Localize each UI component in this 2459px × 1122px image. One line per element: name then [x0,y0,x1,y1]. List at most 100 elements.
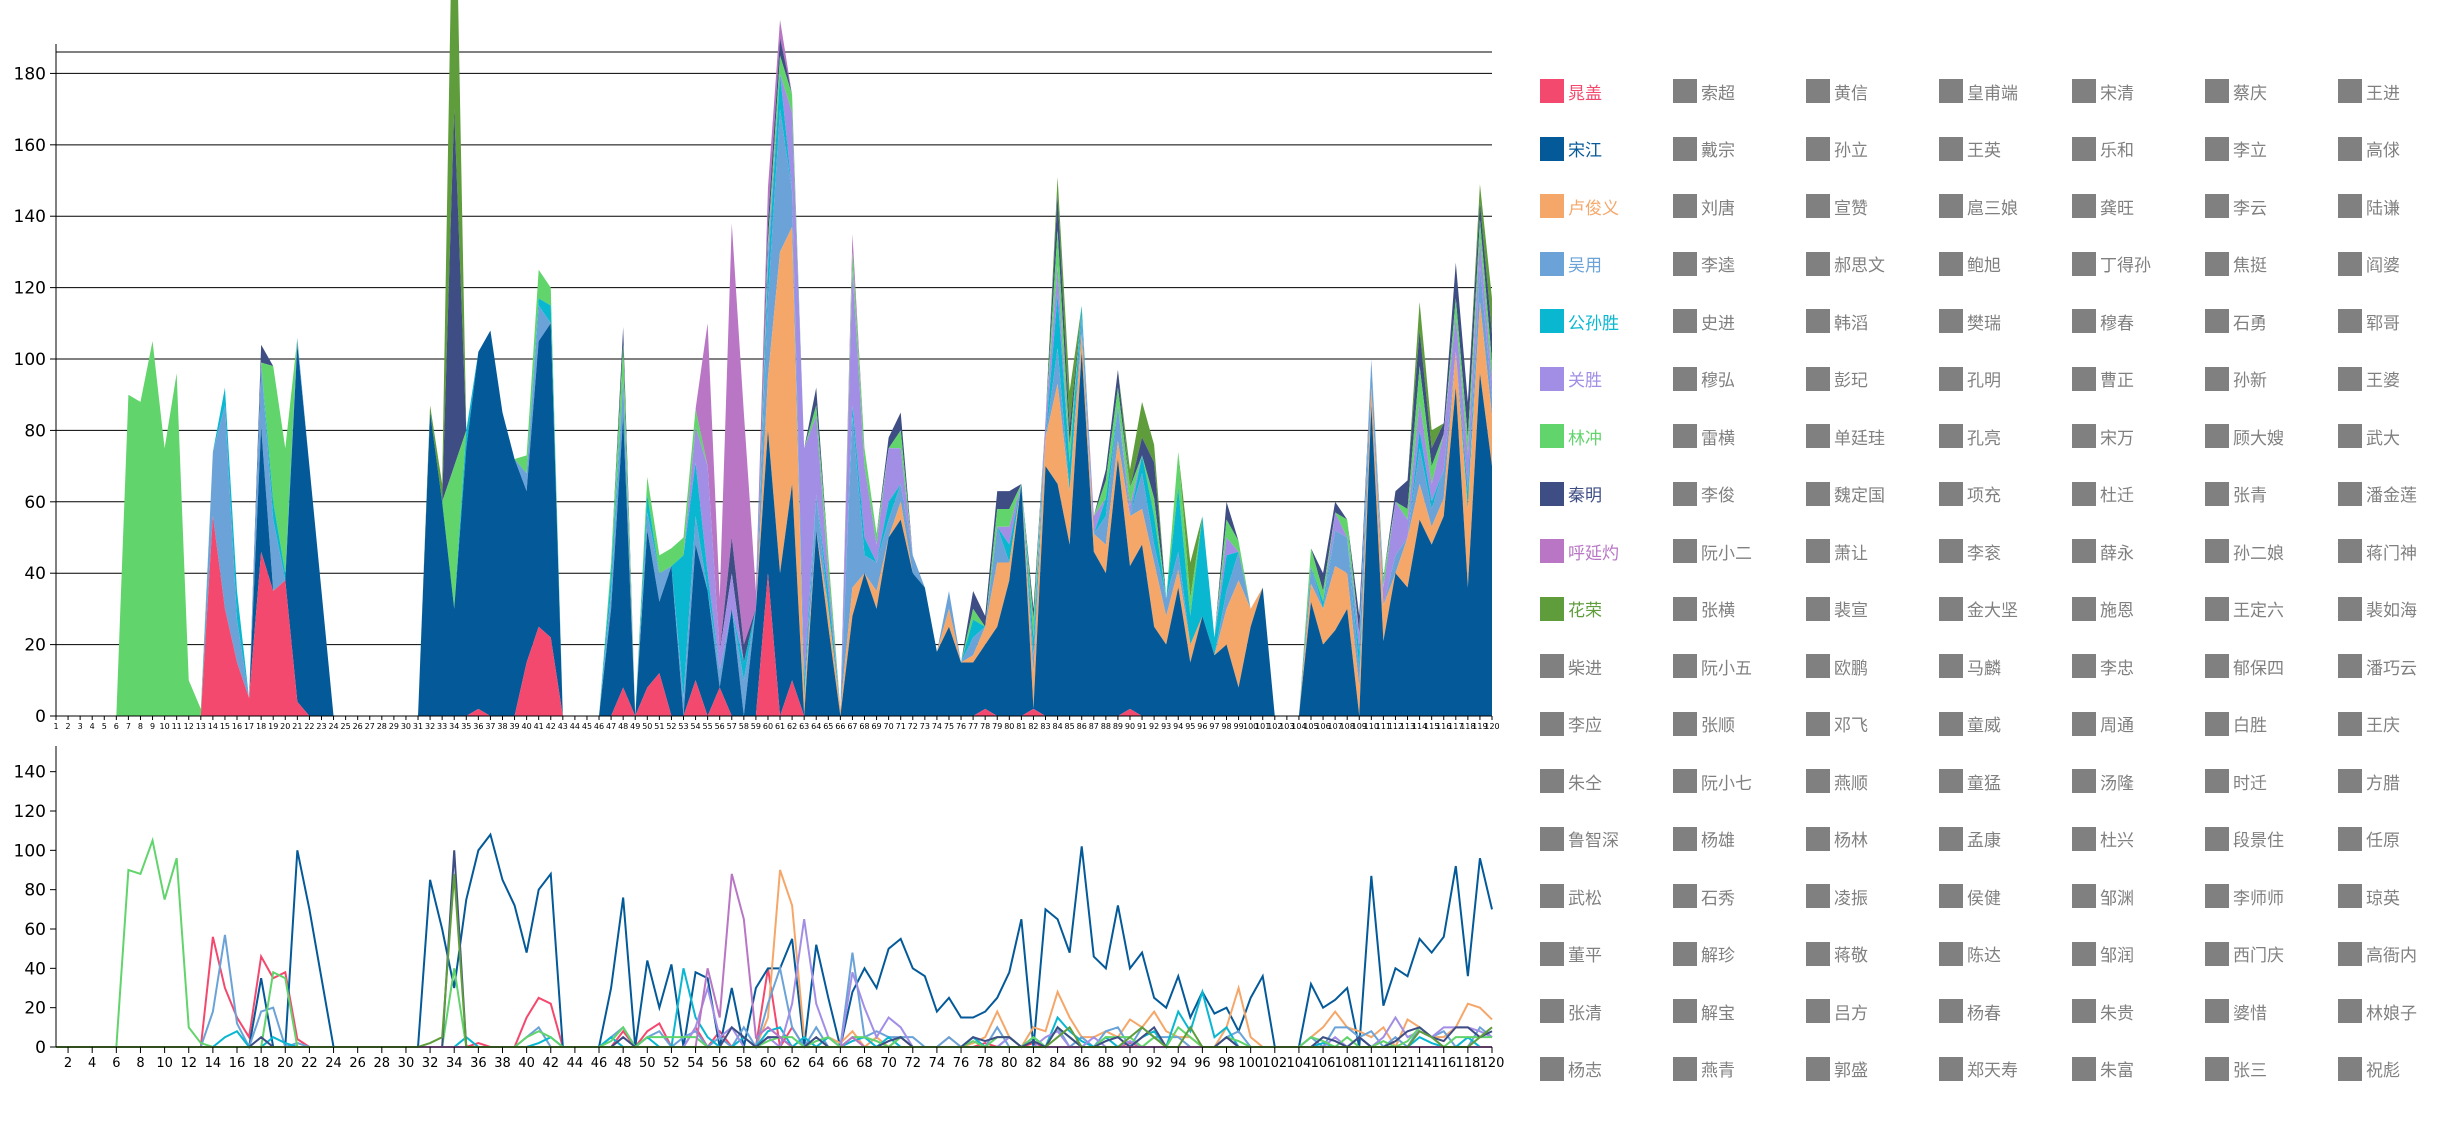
legend-item[interactable]: 呼延灼 [1540,536,1673,566]
legend-item[interactable]: 杨春 [1939,996,2072,1026]
legend-item[interactable]: 鲁智深 [1540,824,1673,854]
legend-item[interactable]: 王庆 [2338,709,2459,739]
legend-item[interactable]: 潘巧云 [2338,651,2459,681]
legend-item[interactable]: 李忠 [2072,651,2205,681]
legend-item[interactable]: 孟康 [1939,824,2072,854]
legend-item[interactable]: 阮小二 [1673,536,1806,566]
legend-item[interactable]: 邹渊 [2072,881,2205,911]
legend-item[interactable]: 张三 [2205,1054,2338,1084]
legend-item[interactable]: 祝彪 [2338,1054,2459,1084]
legend-item[interactable]: 邓飞 [1806,709,1939,739]
legend-item[interactable]: 杨雄 [1673,824,1806,854]
legend-item[interactable]: 林娘子 [2338,996,2459,1026]
legend-item[interactable]: 时迁 [2205,766,2338,796]
legend-item[interactable]: 郭盛 [1806,1054,1939,1084]
legend-item[interactable]: 马麟 [1939,651,2072,681]
legend-item[interactable]: 王定六 [2205,594,2338,624]
legend-item[interactable]: 西门庆 [2205,939,2338,969]
legend-item[interactable]: 高俅 [2338,134,2459,164]
legend-item[interactable]: 杜迁 [2072,479,2205,509]
legend-item[interactable]: 孙新 [2205,364,2338,394]
legend-item[interactable]: 朱贵 [2072,996,2205,1026]
legend-item[interactable]: 杨志 [1540,1054,1673,1084]
legend-item[interactable]: 潘金莲 [2338,479,2459,509]
legend-item[interactable]: 石勇 [2205,306,2338,336]
legend-item[interactable]: 林冲 [1540,421,1673,451]
legend-item[interactable]: 蔡庆 [2205,76,2338,106]
legend-item[interactable]: 关胜 [1540,364,1673,394]
legend-item[interactable]: 陆谦 [2338,191,2459,221]
legend-item[interactable]: 秦明 [1540,479,1673,509]
legend-item[interactable]: 薛永 [2072,536,2205,566]
legend-item[interactable]: 蒋敬 [1806,939,1939,969]
legend-item[interactable]: 邹润 [2072,939,2205,969]
legend-item[interactable]: 方腊 [2338,766,2459,796]
legend-item[interactable]: 孔明 [1939,364,2072,394]
legend-item[interactable]: 索超 [1673,76,1806,106]
legend-item[interactable]: 杨林 [1806,824,1939,854]
legend-item[interactable]: 燕顺 [1806,766,1939,796]
legend-item[interactable]: 吴用 [1540,249,1673,279]
legend-item[interactable]: 雷横 [1673,421,1806,451]
legend-item[interactable]: 孙二娘 [2205,536,2338,566]
legend-item[interactable]: 李立 [2205,134,2338,164]
legend-item[interactable]: 汤隆 [2072,766,2205,796]
legend-item[interactable]: 李逵 [1673,249,1806,279]
legend-item[interactable]: 婆惜 [2205,996,2338,1026]
legend-item[interactable]: 阎婆 [2338,249,2459,279]
legend-item[interactable]: 丁得孙 [2072,249,2205,279]
legend-item[interactable]: 刘唐 [1673,191,1806,221]
legend-item[interactable]: 花荣 [1540,594,1673,624]
legend-item[interactable]: 解宝 [1673,996,1806,1026]
legend-item[interactable]: 宋江 [1540,134,1673,164]
legend-item[interactable]: 施恩 [2072,594,2205,624]
legend-item[interactable]: 乐和 [2072,134,2205,164]
legend-item[interactable]: 穆弘 [1673,364,1806,394]
legend-item[interactable]: 魏定国 [1806,479,1939,509]
legend-item[interactable]: 燕青 [1673,1054,1806,1084]
legend-item[interactable]: 卢俊义 [1540,191,1673,221]
legend-item[interactable]: 段景住 [2205,824,2338,854]
legend-item[interactable]: 解珍 [1673,939,1806,969]
legend-item[interactable]: 裴宣 [1806,594,1939,624]
legend-item[interactable]: 童猛 [1939,766,2072,796]
legend-item[interactable]: 侯健 [1939,881,2072,911]
legend-item[interactable]: 鲍旭 [1939,249,2072,279]
legend-item[interactable]: 陈达 [1939,939,2072,969]
legend-item[interactable]: 戴宗 [1673,134,1806,164]
legend-item[interactable]: 阮小七 [1673,766,1806,796]
legend-item[interactable]: 蒋门神 [2338,536,2459,566]
legend-item[interactable]: 武大 [2338,421,2459,451]
legend-item[interactable]: 李俊 [1673,479,1806,509]
legend-item[interactable]: 单廷珪 [1806,421,1939,451]
legend-item[interactable]: 张青 [2205,479,2338,509]
legend-item[interactable]: 扈三娘 [1939,191,2072,221]
legend-item[interactable]: 裴如海 [2338,594,2459,624]
legend-item[interactable]: 孔亮 [1939,421,2072,451]
legend-item[interactable]: 柴进 [1540,651,1673,681]
legend-item[interactable]: 凌振 [1806,881,1939,911]
legend-item[interactable]: 宋清 [2072,76,2205,106]
legend-item[interactable]: 李师师 [2205,881,2338,911]
legend-item[interactable]: 黄信 [1806,76,1939,106]
legend-item[interactable]: 吕方 [1806,996,1939,1026]
legend-item[interactable]: 张顺 [1673,709,1806,739]
legend-item[interactable]: 宋万 [2072,421,2205,451]
legend-item[interactable]: 樊瑞 [1939,306,2072,336]
legend-item[interactable]: 穆春 [2072,306,2205,336]
legend-item[interactable]: 董平 [1540,939,1673,969]
legend-item[interactable]: 欧鹏 [1806,651,1939,681]
legend-item[interactable]: 宣赞 [1806,191,1939,221]
legend-item[interactable]: 史进 [1673,306,1806,336]
legend-item[interactable]: 白胜 [2205,709,2338,739]
legend-item[interactable]: 朱富 [2072,1054,2205,1084]
legend-item[interactable]: 郁保四 [2205,651,2338,681]
legend-item[interactable]: 孙立 [1806,134,1939,164]
legend-item[interactable]: 阮小五 [1673,651,1806,681]
legend-item[interactable]: 张横 [1673,594,1806,624]
legend-item[interactable]: 武松 [1540,881,1673,911]
legend-item[interactable]: 郝思文 [1806,249,1939,279]
legend-item[interactable]: 曹正 [2072,364,2205,394]
legend-item[interactable]: 琼英 [2338,881,2459,911]
legend-item[interactable]: 李应 [1540,709,1673,739]
